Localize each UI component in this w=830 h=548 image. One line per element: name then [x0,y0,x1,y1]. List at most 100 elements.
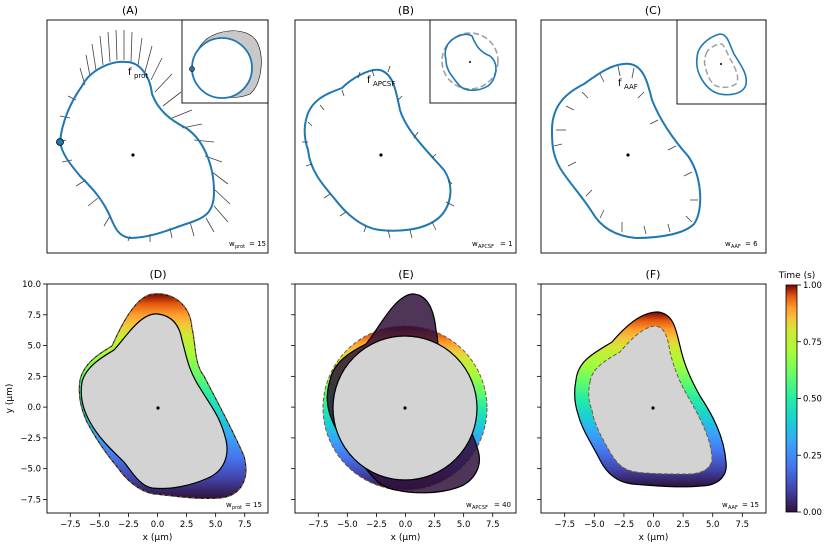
x-axis-label: x (μm) [391,533,421,543]
x-tick-label: 2.5 [428,520,442,530]
x-tick-label: 7.5 [486,520,500,530]
panel-d-cell-fill [80,313,228,490]
y-tick-label: 2.5 [27,372,41,382]
x-tick-label: −5.0 [337,520,358,530]
x-tick-label: 5.0 [706,520,720,530]
panel-d-weight-w: w [226,501,232,509]
panel-a-cell-outline [58,60,216,240]
panel-b-cell-outline [303,68,452,232]
y-tick-label: −7.5 [20,495,41,505]
y-axis-label: y (μm) [5,384,15,414]
panel-b-force-sub: APCSF [373,80,395,88]
x-tick-label: 7.5 [736,520,750,530]
panel-f-weight-w: w [722,501,728,509]
panel-c-arrows [553,65,698,235]
panel-e-centroid [403,406,407,410]
panel-f-cell-fill [588,325,713,475]
panel-d: w prot = 15 [46,283,269,514]
panel-c-weight-w: w [725,240,731,248]
x-tick-label: −2.5 [614,520,635,530]
panel-d-dashed-outline [78,293,247,500]
panel-e-weight-sub: APCSF [472,505,488,511]
panel-d-weight-sub: prot [232,505,242,511]
panel-c-weight-sub: AAF [731,244,741,250]
panel-a-marker [56,138,64,146]
y-tick-label: 5.0 [27,342,41,352]
panel-b-force-label: f [367,75,371,86]
x-tick-label: 7.5 [238,520,252,530]
x-tick-label: 2.5 [676,520,690,530]
panel-d-weight-value: = 15 [245,501,262,509]
colorbar-ticks: 0.00 0.25 0.50 0.75 1.00 [797,281,822,518]
panel-c-cell-outline [550,62,702,240]
x-tick-label: −5.0 [89,520,110,530]
x-tick-label: 5.0 [209,520,223,530]
panel-b-centroid [379,153,383,157]
panel-a-frame [46,19,269,254]
panel-a-weight-w: w [229,240,235,248]
panel-f-centroid [651,406,655,410]
panel-a: f prot w prot = 15 [46,19,269,254]
panel-a-force-label: f [128,67,132,78]
colorbar-tick-label: 0.00 [803,508,822,518]
panel-title-e: (E) [398,268,414,281]
x-tick-label: 2.5 [180,520,194,530]
x-axis-label: x (μm) [639,533,669,543]
panel-a-inset [181,19,269,104]
x-tick-label: −7.5 [60,520,81,530]
panel-b-inset [429,19,517,104]
panel-b-weight-sub: APCSF [478,244,494,250]
panel-title-f: (F) [646,268,661,281]
x-tick-label: 0.0 [151,520,165,530]
colorbar-tick-label: 1.00 [803,281,822,291]
y-tick-label: 10.0 [22,280,41,290]
panel-c-frame [540,19,767,254]
colorbar-title: Time (s) [778,271,816,281]
axes-layer: −7.5 −5.0 −2.5 0.0 2.5 5.0 7.5 x (μm) −7.5 −5.0 −2… [5,280,749,543]
panel-c-inset [676,19,767,105]
x-tick-label: −2.5 [118,520,139,530]
panel-a-centroid [131,153,135,157]
panel-c-force-label: f [618,78,622,89]
panel-d-centroid [156,406,160,410]
panel-e-weight-w: w [466,501,472,509]
panel-title-c: (C) [645,4,661,17]
x-tick-label: 0.0 [647,520,661,530]
y-tick-label: 0.0 [27,403,41,413]
panel-b-frame [294,19,517,254]
panel-b-weight-value: = 1 [500,240,513,248]
panel-title-a: (A) [122,4,138,17]
panel-e: w APCSF = 40 [294,283,517,514]
panel-a-weight-sub: prot [235,244,245,250]
panel-c: f AAF w AAF = 6 [540,19,767,254]
y-tick-label: −5.0 [20,465,41,475]
colorbar-ramp [785,284,798,513]
x-tick-label: −2.5 [366,520,387,530]
panel-e-weight-value: = 40 [494,501,511,509]
panel-b: f APCSF w APCSF = 1 [294,19,517,254]
colorbar-tick-label: 0.50 [803,395,822,405]
x-tick-label: −7.5 [554,520,575,530]
y-tick-label: 7.5 [27,311,41,321]
panel-f-weight-value: = 15 [742,501,759,509]
panel-f-weight-sub: AAF [728,505,738,511]
y-tick-label: −2.5 [20,434,41,444]
panel-c-weight-value: = 6 [745,240,758,248]
panel-title-b: (B) [398,4,414,17]
x-tick-label: 0.0 [399,520,413,530]
x-axis-label: x (μm) [143,533,173,543]
panel-title-d: (D) [149,268,166,281]
colorbar: Time (s) 0.00 0.25 0.50 0.75 1.00 [778,271,822,518]
panel-b-weight-w: w [472,240,478,248]
panel-c-centroid [626,153,630,157]
x-tick-label: −5.0 [584,520,605,530]
x-tick-label: −7.5 [308,520,329,530]
x-tick-label: 5.0 [457,520,471,530]
colorbar-tick-label: 0.25 [803,451,822,461]
colorbar-tick-label: 0.75 [803,338,822,348]
panel-f: w AAF = 15 [540,283,767,514]
panel-a-weight-value: = 15 [249,240,266,248]
panel-b-arrows [302,65,455,239]
panel-a-force-sub: prot [134,72,148,80]
